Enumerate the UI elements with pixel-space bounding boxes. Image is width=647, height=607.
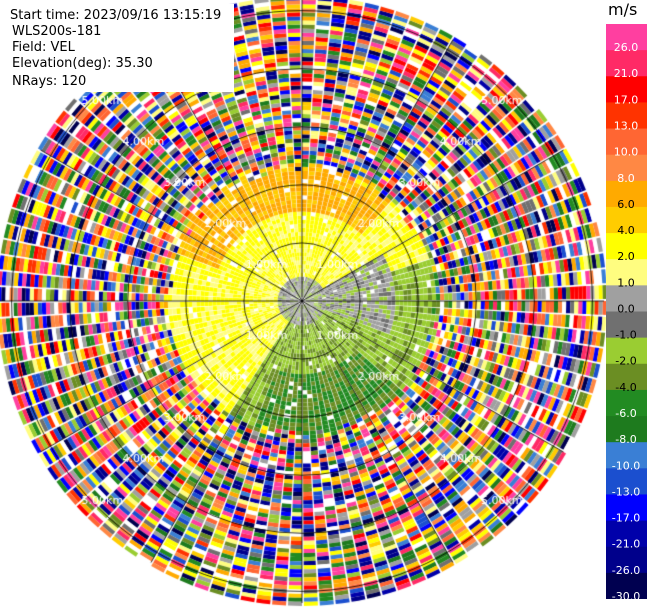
colorbar-swatch <box>606 128 647 156</box>
colorbar-swatch <box>606 520 647 548</box>
colorbar-unit: m/s <box>608 0 638 19</box>
colorbar-swatch <box>606 102 647 130</box>
colorbar-swatch <box>606 363 647 391</box>
colorbar-tick-label: -8.0 <box>615 433 636 446</box>
colorbar-tick-label: -26.0 <box>612 564 640 577</box>
colorbar-tick-label: 21.0 <box>614 67 639 80</box>
colorbar-tick-label: 26.0 <box>614 41 639 54</box>
colorbar-tick-label: -30.0 <box>612 590 640 599</box>
colorbar-swatch <box>606 285 647 312</box>
metadata-panel: Start time: 2023/09/16 13:15:19 WLS200s-… <box>4 4 234 92</box>
colorbar-swatch <box>606 468 647 495</box>
colorbar-swatch <box>606 24 647 51</box>
colorbar-tick-label: -6.0 <box>615 407 636 420</box>
colorbar-swatch <box>606 206 647 234</box>
colorbar-tick-label: 6.0 <box>617 198 635 211</box>
colorbar-swatch <box>606 337 647 365</box>
colorbar-tick-label: 0.0 <box>617 302 635 315</box>
colorbar-tick-label: 17.0 <box>614 93 639 106</box>
nrays-label: NRays: 120 <box>12 74 87 89</box>
colorbar-swatch <box>606 546 647 574</box>
colorbar-swatch <box>606 442 647 469</box>
colorbar-tick-label: 10.0 <box>614 146 639 159</box>
colorbar-swatch <box>606 572 647 599</box>
colorbar-tick-label: 8.0 <box>617 172 635 185</box>
colorbar-tick-label: -13.0 <box>612 485 640 498</box>
colorbar-swatch <box>606 50 647 77</box>
colorbar-tick-label: -1.0 <box>615 329 636 342</box>
colorbar-tick-label: 4.0 <box>617 224 635 237</box>
colorbar-swatch <box>606 311 647 339</box>
colorbar-tick-label: -21.0 <box>612 538 640 551</box>
colorbar-tick-label: -4.0 <box>615 381 636 394</box>
colorbar-tick-label: 2.0 <box>617 250 635 263</box>
colorbar-swatch <box>606 76 647 103</box>
colorbar-tick-label: -2.0 <box>615 355 636 368</box>
colorbar-swatch <box>606 154 647 182</box>
colorbar-swatch <box>606 389 647 417</box>
colorbar-swatch <box>606 180 647 208</box>
field-label: Field: VEL <box>12 40 75 55</box>
start-time: Start time: 2023/09/16 13:15:19 <box>10 8 222 23</box>
colorbar-tick-label: -17.0 <box>612 512 640 525</box>
site-name: WLS200s-181 <box>12 24 102 39</box>
colorbar-swatch <box>606 416 647 443</box>
colorbar-tick-label: 1.0 <box>617 276 635 289</box>
colorbar-swatch <box>606 494 647 522</box>
elevation-label: Elevation(deg): 35.30 <box>12 56 153 71</box>
colorbar-swatch <box>606 259 647 286</box>
colorbar-tick-label: 13.0 <box>614 119 639 132</box>
colorbar-swatch <box>606 233 647 260</box>
colorbar-tick-label: -10.0 <box>612 459 640 472</box>
colorbar: 26.0 21.0 17.0 13.0 10.0 8.0 6.0 4.0 2.0 1.0 0.0 -1… <box>606 24 647 599</box>
